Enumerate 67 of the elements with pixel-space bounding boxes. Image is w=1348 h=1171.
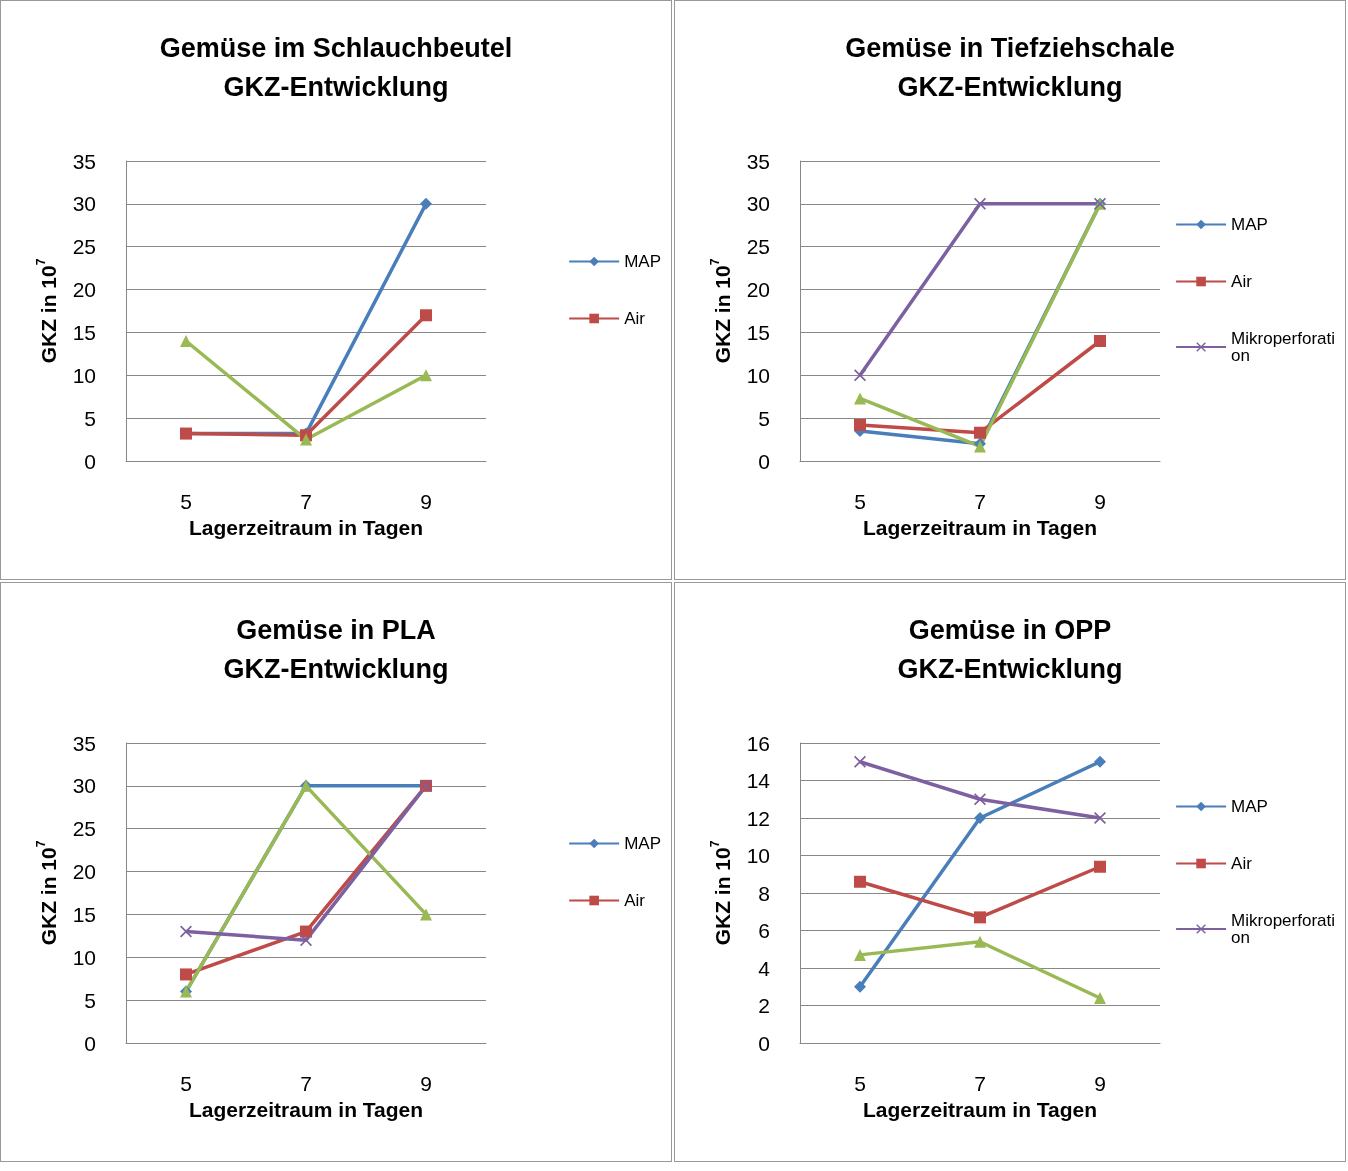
y-tick-label: 2 [758, 994, 770, 1017]
x-tick-label: 7 [300, 490, 312, 513]
x-tick-label: 5 [854, 1072, 866, 1095]
legend-label: Air [1231, 854, 1253, 873]
chart-title: Gemüse in PLA GKZ-Entwicklung [223, 614, 449, 684]
legend-label: Air [624, 309, 646, 328]
y-tick-label: 16 [746, 731, 770, 755]
y-tick-label: 0 [758, 449, 770, 473]
x-tick-label: 5 [854, 490, 866, 513]
y-tick-label: 20 [746, 278, 770, 302]
legend-label: MAP [1231, 215, 1268, 234]
y-tick-label: 0 [84, 1031, 96, 1055]
y-tick-label: 30 [746, 192, 770, 216]
y-tick-label: 20 [72, 860, 96, 884]
y-tick-label: 10 [746, 844, 770, 867]
y-tick-label: 0 [84, 449, 96, 473]
y-tick-label: 15 [72, 320, 96, 344]
x-tick-label: 9 [420, 490, 432, 513]
x-tick-label: 5 [180, 490, 192, 513]
y-tick-label: 35 [72, 731, 96, 755]
y-tick-label: 14 [746, 769, 771, 792]
x-tick-label: 9 [420, 1072, 432, 1095]
y-tick-label: 25 [72, 235, 96, 259]
y-tick-label: 30 [72, 192, 96, 216]
y-tick-label: 12 [746, 806, 770, 830]
x-tick-label: 7 [974, 1072, 986, 1095]
y-tick-label: 30 [72, 774, 96, 798]
y-tick-label: 10 [746, 363, 770, 387]
y-tick-label: 4 [758, 956, 771, 980]
y-tick-label: 35 [746, 149, 770, 173]
chart-title: Gemüse in Tiefziehschale GKZ-Entwicklung [845, 32, 1175, 102]
y-tick-label: 0 [758, 1031, 770, 1055]
legend-label: Mikroperforation [1231, 329, 1335, 365]
y-tick-label: 35 [72, 149, 96, 173]
legend-label: Air [1231, 272, 1253, 291]
y-tick-label: 5 [758, 406, 770, 430]
chart-title: Gemüse in OPP GKZ-Entwicklung [897, 614, 1123, 684]
x-axis-title: Lagerzeitraum in Tagen [188, 1097, 424, 1121]
y-tick-label: 20 [72, 278, 96, 302]
legend-label: MAP [624, 834, 661, 853]
y-tick-label: 8 [758, 881, 770, 905]
legend-label: Air [624, 891, 646, 910]
y-tick-label: 25 [72, 817, 96, 841]
y-tick-label: 15 [72, 902, 96, 926]
legend-label: MAP [1231, 797, 1268, 816]
x-tick-label: 7 [300, 1072, 312, 1095]
y-tick-label: 25 [746, 235, 770, 259]
x-tick-label: 9 [1094, 490, 1106, 513]
y-axis-title: GKZ in 107 [708, 840, 734, 946]
y-tick-label: 5 [84, 406, 96, 430]
y-tick-label: 10 [72, 945, 96, 969]
x-tick-label: 7 [974, 490, 986, 513]
y-axis-title: GKZ in 107 [34, 840, 60, 946]
x-axis-title: Lagerzeitraum in Tagen [188, 515, 424, 539]
legend-label: Mikroperforation [1231, 911, 1335, 947]
x-tick-label: 9 [1094, 1072, 1106, 1095]
y-tick-label: 10 [72, 363, 96, 387]
x-axis-title: Lagerzeitraum in Tagen [862, 1097, 1098, 1121]
x-axis-title: Lagerzeitraum in Tagen [862, 515, 1098, 539]
chart-title: Gemüse im Schlauchbeutel GKZ-Entwicklung [159, 32, 513, 102]
y-axis-title: GKZ in 107 [34, 258, 60, 364]
x-tick-label: 5 [180, 1072, 192, 1095]
y-tick-label: 5 [84, 988, 96, 1012]
y-tick-label: 15 [746, 320, 770, 344]
y-tick-label: 6 [758, 919, 770, 942]
y-axis-title: GKZ in 107 [708, 258, 734, 364]
legend-label: MAP [624, 252, 661, 271]
